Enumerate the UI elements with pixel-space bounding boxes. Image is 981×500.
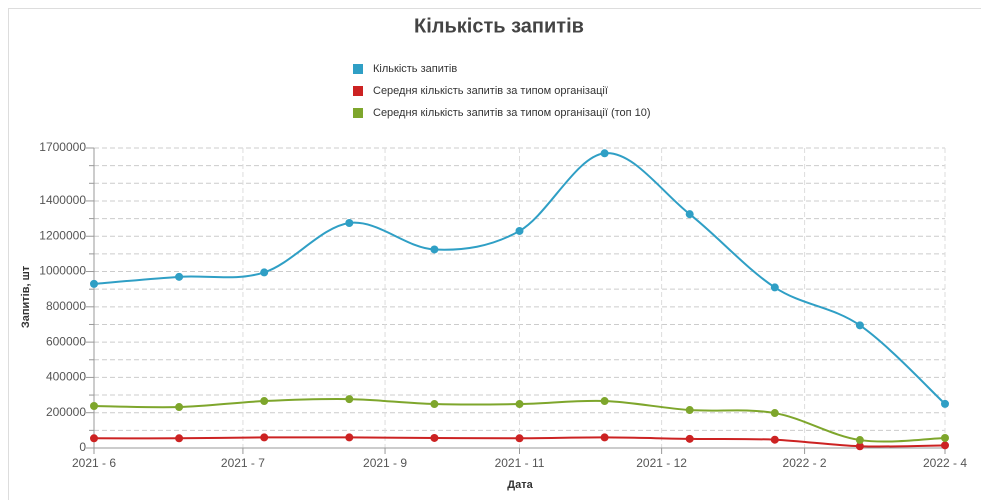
y-tick-label: 800000 <box>46 299 86 313</box>
point <box>90 279 98 288</box>
y-tick-label: 0 <box>79 440 86 454</box>
y-tick-label: 1000000 <box>39 264 86 278</box>
y-axis-label: Запитів, шт <box>20 265 32 328</box>
x-tick-label: 2021 - 9 <box>363 456 407 470</box>
series-line <box>93 152 946 405</box>
x-tick-label: 2021 - 11 <box>495 456 545 470</box>
point <box>855 442 864 451</box>
point <box>90 402 98 410</box>
x-tick-label: 2021 - 6 <box>72 456 116 470</box>
point <box>345 219 354 227</box>
y-tick-label: 400000 <box>46 370 86 384</box>
y-tick-label: 600000 <box>46 334 86 348</box>
point <box>600 433 609 442</box>
legend-swatch <box>353 86 363 96</box>
x-tick-label: 2021 - 12 <box>636 456 687 470</box>
point <box>175 272 184 281</box>
x-axis-label: Дата <box>507 479 533 491</box>
point <box>685 210 694 219</box>
point <box>260 268 269 277</box>
x-tick-label: 2022 - 4 <box>923 456 967 470</box>
legend-label: Кількість запитів <box>373 63 457 75</box>
point <box>90 434 98 443</box>
point <box>515 226 524 235</box>
y-tick-label: 200000 <box>46 405 86 419</box>
point <box>855 321 864 330</box>
point <box>515 400 524 409</box>
chart-title: Кількість запитів <box>414 15 584 37</box>
point <box>175 434 184 443</box>
legend-label: Середня кількість запитів за типом орган… <box>373 107 651 119</box>
legend-swatch <box>353 64 363 74</box>
point <box>600 397 609 406</box>
point <box>685 434 694 443</box>
point <box>175 403 184 412</box>
point <box>260 397 269 406</box>
point <box>855 436 864 445</box>
point <box>770 283 779 292</box>
point <box>515 434 524 443</box>
point <box>430 245 439 254</box>
y-tick-label: 1700000 <box>39 140 86 154</box>
point <box>941 441 949 450</box>
point <box>685 406 694 415</box>
x-tick-label: 2022 - 2 <box>783 456 827 470</box>
legend-swatch <box>353 108 363 118</box>
point <box>430 433 439 442</box>
point <box>345 395 354 404</box>
point <box>345 433 354 442</box>
point <box>941 433 949 442</box>
point <box>941 399 949 408</box>
point <box>600 149 609 158</box>
y-tick-label: 1200000 <box>39 228 86 242</box>
x-tick-label: 2021 - 7 <box>221 456 265 470</box>
point <box>770 409 779 418</box>
point <box>430 400 439 409</box>
point <box>770 435 779 444</box>
legend-label: Середня кількість запитів за типом орган… <box>373 85 608 97</box>
point <box>260 433 269 442</box>
y-tick-label: 1400000 <box>39 193 86 207</box>
